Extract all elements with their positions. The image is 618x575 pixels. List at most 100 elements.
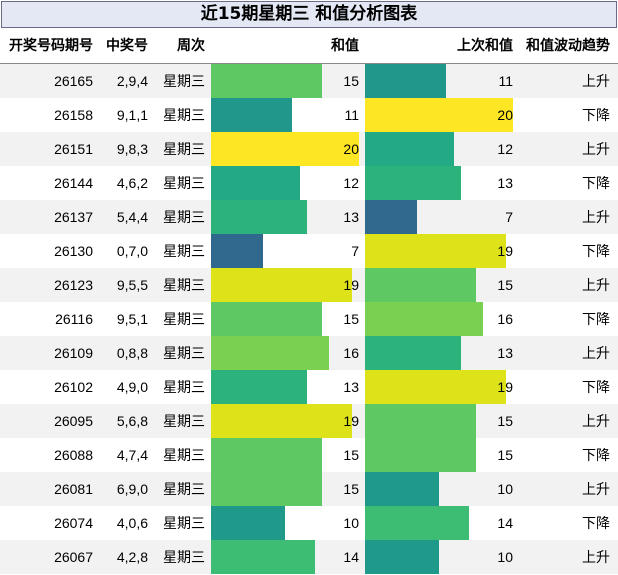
sum-bar — [211, 506, 285, 540]
table-row: 26067 4,2,8 星期三 14 10 上升 — [0, 540, 618, 574]
sum-bar — [211, 438, 322, 472]
prev-sum-label: 19 — [497, 379, 513, 395]
table-row: 26137 5,4,4 星期三 13 7 上升 — [0, 200, 618, 234]
prev-sum-label: 20 — [497, 107, 513, 123]
numbers-cell: 0,8,8 — [116, 345, 148, 361]
prev-sum-label: 15 — [497, 447, 513, 463]
sum-label: 12 — [343, 175, 359, 191]
issue-cell: 26123 — [54, 277, 93, 293]
sum-bar — [211, 472, 322, 506]
prev-sum-label: 12 — [497, 141, 513, 157]
trend-cell: 上升 — [582, 73, 610, 89]
issue-cell: 26151 — [54, 141, 93, 157]
prev-sum-label: 16 — [497, 311, 513, 327]
trend-cell: 上升 — [582, 141, 610, 157]
sum-label: 13 — [343, 379, 359, 395]
prev-sum-bar — [365, 268, 476, 302]
weekday-cell: 星期三 — [163, 345, 205, 361]
numbers-cell: 9,1,1 — [116, 107, 148, 123]
issue-cell: 26158 — [54, 107, 93, 123]
prev-sum-bar — [365, 200, 417, 234]
issue-cell: 26067 — [54, 549, 93, 565]
numbers-cell: 2,9,4 — [116, 73, 148, 89]
table-row: 26130 0,7,0 星期三 7 19 下降 — [0, 234, 618, 268]
prev-sum-label: 19 — [497, 243, 513, 259]
prev-sum-label: 10 — [497, 481, 513, 497]
trend-cell: 下降 — [582, 515, 610, 531]
numbers-cell: 4,0,6 — [116, 515, 148, 531]
table-row: 26151 9,8,3 星期三 20 12 上升 — [0, 132, 618, 166]
numbers-cell: 4,6,2 — [116, 175, 148, 191]
header-numbers: 中奖号 — [106, 38, 148, 54]
issue-cell: 26081 — [54, 481, 93, 497]
weekday-cell: 星期三 — [163, 175, 205, 191]
numbers-cell: 9,8,3 — [116, 141, 148, 157]
table-row: 26144 4,6,2 星期三 12 13 下降 — [0, 166, 618, 200]
prev-sum-label: 11 — [498, 73, 513, 89]
numbers-cell: 0,7,0 — [116, 243, 148, 259]
prev-sum-bar — [365, 336, 461, 370]
prev-sum-label: 13 — [497, 345, 513, 361]
weekday-cell: 星期三 — [163, 413, 205, 429]
numbers-cell: 5,6,8 — [116, 413, 148, 429]
issue-cell: 26102 — [54, 379, 93, 395]
trend-cell: 上升 — [582, 481, 610, 497]
prev-sum-bar — [365, 302, 483, 336]
weekday-cell: 星期三 — [163, 549, 205, 565]
numbers-cell: 6,9,0 — [116, 481, 148, 497]
prev-sum-bar — [365, 540, 439, 574]
sum-label: 15 — [343, 447, 359, 463]
sum-bar — [211, 370, 307, 404]
sum-label: 10 — [343, 515, 359, 531]
prev-sum-bar — [365, 166, 461, 200]
prev-sum-bar — [365, 132, 454, 166]
weekday-cell: 星期三 — [163, 447, 205, 463]
trend-cell: 上升 — [582, 549, 610, 565]
trend-cell: 下降 — [582, 243, 610, 259]
sum-label: 15 — [343, 481, 359, 497]
sum-bar — [211, 64, 322, 98]
sum-bar — [211, 540, 315, 574]
sum-label: 15 — [343, 311, 359, 327]
table-row: 26095 5,6,8 星期三 19 15 上升 — [0, 404, 618, 438]
weekday-cell: 星期三 — [163, 481, 205, 497]
trend-cell: 下降 — [582, 311, 610, 327]
issue-cell: 26144 — [54, 175, 93, 191]
weekday-cell: 星期三 — [163, 277, 205, 293]
numbers-cell: 4,2,8 — [116, 549, 148, 565]
table-row: 26088 4,7,4 星期三 15 15 下降 — [0, 438, 618, 472]
table-row: 26165 2,9,4 星期三 15 11 上升 — [0, 64, 618, 98]
prev-sum-bar — [365, 438, 476, 472]
sum-bar — [211, 200, 307, 234]
issue-cell: 26137 — [54, 209, 93, 225]
sum-label: 11 — [344, 107, 359, 123]
weekday-cell: 星期三 — [163, 73, 205, 89]
numbers-cell: 9,5,5 — [116, 277, 148, 293]
weekday-cell: 星期三 — [163, 379, 205, 395]
weekday-cell: 星期三 — [163, 243, 205, 259]
numbers-cell: 4,7,4 — [116, 447, 148, 463]
sum-label: 13 — [343, 209, 359, 225]
issue-cell: 26088 — [54, 447, 93, 463]
sum-bar — [211, 166, 300, 200]
table-row: 26102 4,9,0 星期三 13 19 下降 — [0, 370, 618, 404]
sum-label: 7 — [351, 243, 359, 259]
trend-cell: 上升 — [582, 277, 610, 293]
weekday-cell: 星期三 — [163, 209, 205, 225]
header-issue: 开奖号码期号 — [9, 38, 93, 54]
issue-cell: 26130 — [54, 243, 93, 259]
prev-sum-label: 10 — [497, 549, 513, 565]
table-row: 26081 6,9,0 星期三 15 10 上升 — [0, 472, 618, 506]
sum-bar — [211, 404, 352, 438]
prev-sum-bar — [365, 98, 513, 132]
numbers-cell: 5,4,4 — [116, 209, 148, 225]
issue-cell: 26109 — [54, 345, 93, 361]
sum-bar — [211, 132, 359, 166]
prev-sum-bar — [365, 64, 446, 98]
issue-cell: 26116 — [55, 311, 93, 327]
weekday-cell: 星期三 — [163, 141, 205, 157]
weekday-cell: 星期三 — [163, 107, 205, 123]
prev-sum-bar — [365, 234, 506, 268]
prev-sum-label: 13 — [497, 175, 513, 191]
sum-label: 14 — [343, 549, 359, 565]
